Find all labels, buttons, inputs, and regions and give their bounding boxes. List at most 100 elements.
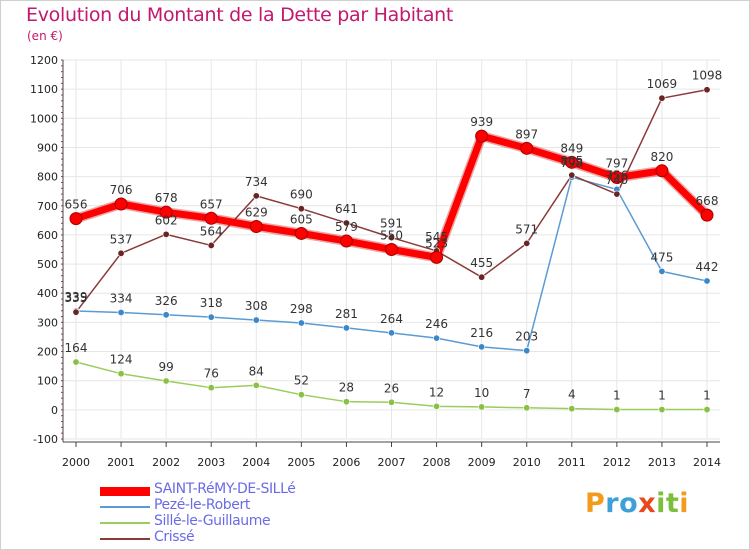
series-2-data-label: 52 (294, 374, 309, 388)
series-0-data-label: 579 (335, 220, 358, 234)
series-3-data-label: 805 (560, 154, 583, 168)
series-3-data-label: 537 (110, 232, 133, 246)
series-points (69, 86, 714, 414)
series-3-point (387, 234, 395, 242)
series-0-point (610, 170, 624, 184)
series-0-point (159, 205, 173, 219)
series-0-point (520, 141, 534, 155)
proxiti-logo: Proxiti (585, 488, 689, 519)
x-tick-label: 2000 (62, 456, 90, 469)
series-0-point (339, 234, 353, 248)
x-tick-label: 2004 (242, 456, 270, 469)
x-tick-label: 2010 (513, 456, 541, 469)
series-0-point (430, 250, 444, 264)
series-2-point (72, 358, 80, 366)
series-3-data-label: 564 (200, 224, 223, 238)
series-0-data-label: 678 (155, 191, 178, 205)
series-1-data-label: 308 (245, 299, 268, 313)
series-1-point (297, 319, 305, 327)
series-2-data-label: 1 (703, 389, 711, 403)
series-2-data-label: 99 (159, 360, 174, 374)
legend-label: Pezé-le-Robert (154, 497, 250, 513)
x-tick-label: 2013 (648, 456, 676, 469)
series-2-data-label: 1 (613, 389, 621, 403)
series-2-point (297, 391, 305, 399)
series-3-point (613, 190, 621, 198)
series-1-data-label: 475 (650, 250, 673, 264)
series-3-point (72, 308, 80, 316)
series-3-point (523, 239, 531, 247)
legend-swatch (100, 487, 150, 496)
series-2-data-label: 26 (384, 381, 399, 395)
series-1-data-label: 756 (605, 168, 628, 182)
series-2-data-label: 124 (110, 353, 133, 367)
series-0-point (294, 226, 308, 240)
series-3-data-label: 1098 (692, 69, 723, 83)
y-tick-label: 200 (37, 346, 58, 359)
series-3-point (117, 249, 125, 257)
series-2-point (613, 406, 621, 414)
series-1-data-label: 216 (470, 326, 493, 340)
legend-swatch (100, 506, 150, 508)
logo-letter: r (605, 488, 620, 519)
series-3-point (342, 219, 350, 227)
series-1-point (433, 334, 441, 342)
y-tick-label: 1100 (30, 83, 58, 96)
y-tick-label: 600 (37, 229, 58, 242)
series-3-data-label: 571 (515, 222, 538, 236)
series-0-point (204, 211, 218, 225)
series-1-point (252, 316, 260, 324)
y-tick-labels: -100 0 100 200 300 400 500 600 700 800 900 1000 1100… (30, 54, 58, 446)
series-0-data-label: 550 (380, 229, 403, 243)
series-0-data-label: 849 (560, 141, 583, 155)
series-0-data-label: 939 (470, 115, 493, 129)
series-1-data-label: 798 (560, 156, 583, 170)
series-0-point (249, 219, 263, 233)
series-1-point (658, 267, 666, 275)
series-0-data-label: 797 (605, 156, 628, 170)
series-3-point (207, 241, 215, 249)
series-3-point (658, 94, 666, 102)
x-tick-label: 2003 (197, 456, 225, 469)
series-2-point (433, 402, 441, 410)
logo-letter: t (665, 488, 680, 519)
logo-letter: i (656, 488, 666, 519)
series-0-point (655, 164, 669, 178)
series-2-point (207, 384, 215, 392)
y-tick-label: 300 (37, 316, 58, 329)
series-2-data-label: 10 (474, 386, 489, 400)
series-2-point (523, 404, 531, 412)
y-tick-label: -100 (33, 433, 58, 446)
series-3-data-label: 734 (245, 175, 268, 189)
series-1-point (523, 347, 531, 355)
series-3-point (162, 230, 170, 238)
series-0-data-label: 605 (290, 212, 313, 226)
series-3-point (568, 171, 576, 179)
series-2-data-label: 7 (523, 387, 531, 401)
series-0-data-label: 523 (425, 236, 448, 250)
series-2-point (117, 370, 125, 378)
x-tick-label: 2001 (107, 456, 135, 469)
series-2-point (478, 403, 486, 411)
series-2-point (342, 398, 350, 406)
series-1-point (162, 311, 170, 319)
series-1-point (207, 313, 215, 321)
series-1-data-label: 298 (290, 302, 313, 316)
series-2-data-label: 28 (339, 381, 354, 395)
series-2-point (252, 381, 260, 389)
legend-swatch (100, 522, 150, 524)
series-1-data-label: 264 (380, 312, 403, 326)
series-1-point (342, 324, 350, 332)
logo-letter: i (679, 488, 690, 519)
logo-letter: P (585, 488, 606, 519)
series-0-data-label: 897 (515, 127, 538, 141)
series-0-point (69, 212, 83, 226)
x-tick-label: 2007 (378, 456, 406, 469)
series-2-point (658, 406, 666, 414)
series-0-data-label: 629 (245, 205, 268, 219)
legend-label: Sillé-le-Guillaume (154, 513, 271, 529)
x-tick-label: 2002 (152, 456, 180, 469)
series-3-point (478, 273, 486, 281)
